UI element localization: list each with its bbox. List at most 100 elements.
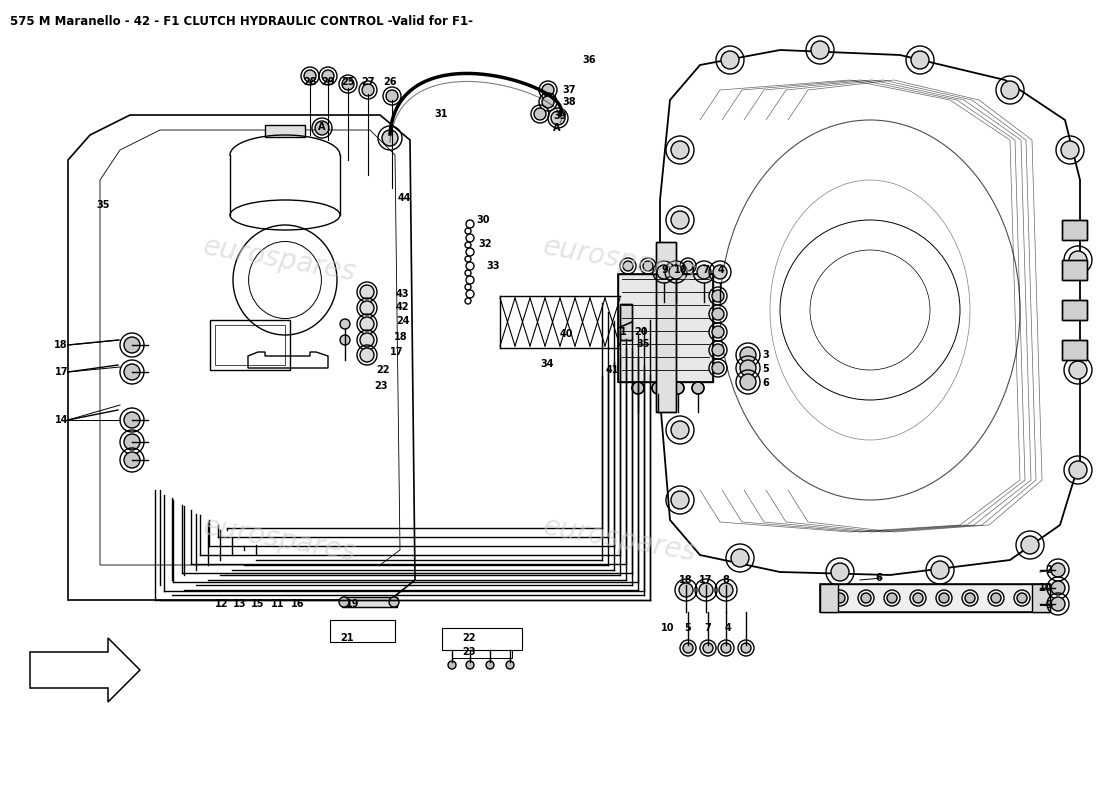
Circle shape	[448, 661, 456, 669]
Circle shape	[466, 661, 474, 669]
Text: 19: 19	[346, 599, 360, 609]
Circle shape	[720, 643, 732, 653]
Circle shape	[719, 583, 733, 597]
Circle shape	[360, 333, 374, 347]
Circle shape	[697, 265, 711, 279]
Circle shape	[340, 319, 350, 329]
Text: 37: 37	[562, 85, 575, 95]
Circle shape	[1050, 597, 1065, 611]
Circle shape	[911, 51, 930, 69]
Text: 10: 10	[661, 623, 674, 633]
Circle shape	[362, 84, 374, 96]
Circle shape	[534, 108, 546, 120]
Text: 31: 31	[434, 109, 448, 119]
Circle shape	[342, 78, 354, 90]
Circle shape	[1069, 461, 1087, 479]
Circle shape	[931, 561, 949, 579]
Text: 26: 26	[383, 77, 397, 87]
Text: 1: 1	[620, 327, 627, 337]
Text: 575 M Maranello - 42 - F1 CLUTCH HYDRAULIC CONTROL -Valid for F1-: 575 M Maranello - 42 - F1 CLUTCH HYDRAUL…	[10, 15, 473, 28]
Circle shape	[652, 382, 664, 394]
Text: 28: 28	[304, 77, 317, 87]
Circle shape	[671, 351, 689, 369]
Text: 20: 20	[634, 327, 648, 337]
Circle shape	[322, 70, 334, 82]
Circle shape	[382, 130, 398, 146]
Circle shape	[663, 261, 673, 271]
Text: 36: 36	[582, 55, 595, 65]
Text: 18: 18	[54, 340, 68, 350]
Circle shape	[542, 96, 554, 108]
Circle shape	[720, 51, 739, 69]
Circle shape	[861, 593, 871, 603]
Circle shape	[740, 347, 756, 363]
Text: 16: 16	[292, 599, 305, 609]
Text: 22: 22	[376, 365, 389, 375]
Bar	[210, 320, 290, 370]
Bar	[442, 628, 522, 650]
Text: 3: 3	[762, 350, 769, 360]
Circle shape	[683, 643, 693, 653]
Bar	[1062, 220, 1087, 240]
Bar	[820, 584, 1050, 612]
Circle shape	[1062, 141, 1079, 159]
Circle shape	[683, 261, 693, 271]
Text: 14: 14	[55, 415, 68, 425]
Circle shape	[124, 337, 140, 353]
Polygon shape	[30, 638, 140, 702]
Circle shape	[124, 412, 140, 428]
Text: 6: 6	[876, 573, 882, 583]
Circle shape	[741, 643, 751, 653]
Text: 22: 22	[462, 633, 475, 643]
Text: 18: 18	[679, 575, 693, 585]
Circle shape	[713, 265, 727, 279]
Circle shape	[991, 593, 1001, 603]
Circle shape	[315, 121, 329, 135]
Text: 12: 12	[216, 599, 229, 609]
Circle shape	[1069, 361, 1087, 379]
Circle shape	[506, 661, 514, 669]
Circle shape	[124, 434, 140, 450]
Text: 5: 5	[684, 623, 692, 633]
Circle shape	[939, 593, 949, 603]
Circle shape	[671, 281, 689, 299]
Bar	[1062, 260, 1087, 280]
Text: A: A	[553, 123, 561, 133]
Circle shape	[1001, 81, 1019, 99]
Circle shape	[887, 593, 896, 603]
Bar	[656, 242, 676, 412]
Text: eurospares: eurospares	[541, 233, 698, 287]
Text: 9: 9	[1045, 600, 1052, 610]
Circle shape	[386, 90, 398, 102]
Circle shape	[703, 643, 713, 653]
Circle shape	[671, 491, 689, 509]
Text: 11: 11	[272, 599, 285, 609]
Circle shape	[486, 661, 494, 669]
Text: 42: 42	[396, 302, 409, 312]
Text: 34: 34	[540, 359, 553, 369]
Text: 44: 44	[398, 193, 411, 203]
Text: 9: 9	[662, 265, 669, 275]
Text: 17: 17	[55, 367, 68, 377]
Text: eurospares: eurospares	[201, 233, 359, 287]
Text: 33: 33	[486, 261, 499, 271]
Circle shape	[679, 583, 693, 597]
Text: 2: 2	[1045, 565, 1052, 575]
Text: 23: 23	[462, 647, 475, 657]
Text: 15: 15	[251, 599, 265, 609]
Text: 21: 21	[340, 633, 353, 643]
Circle shape	[339, 597, 349, 607]
Circle shape	[124, 364, 140, 380]
Text: 35: 35	[97, 200, 110, 210]
Text: 39: 39	[553, 111, 566, 121]
Text: 23: 23	[374, 381, 387, 391]
Bar	[618, 274, 713, 382]
Bar	[1062, 340, 1087, 360]
Text: 5: 5	[762, 364, 769, 374]
Bar	[1062, 300, 1087, 320]
Circle shape	[623, 261, 632, 271]
Circle shape	[712, 326, 724, 338]
Text: 17: 17	[390, 347, 404, 357]
Bar	[1062, 300, 1087, 320]
Text: 7: 7	[702, 265, 708, 275]
